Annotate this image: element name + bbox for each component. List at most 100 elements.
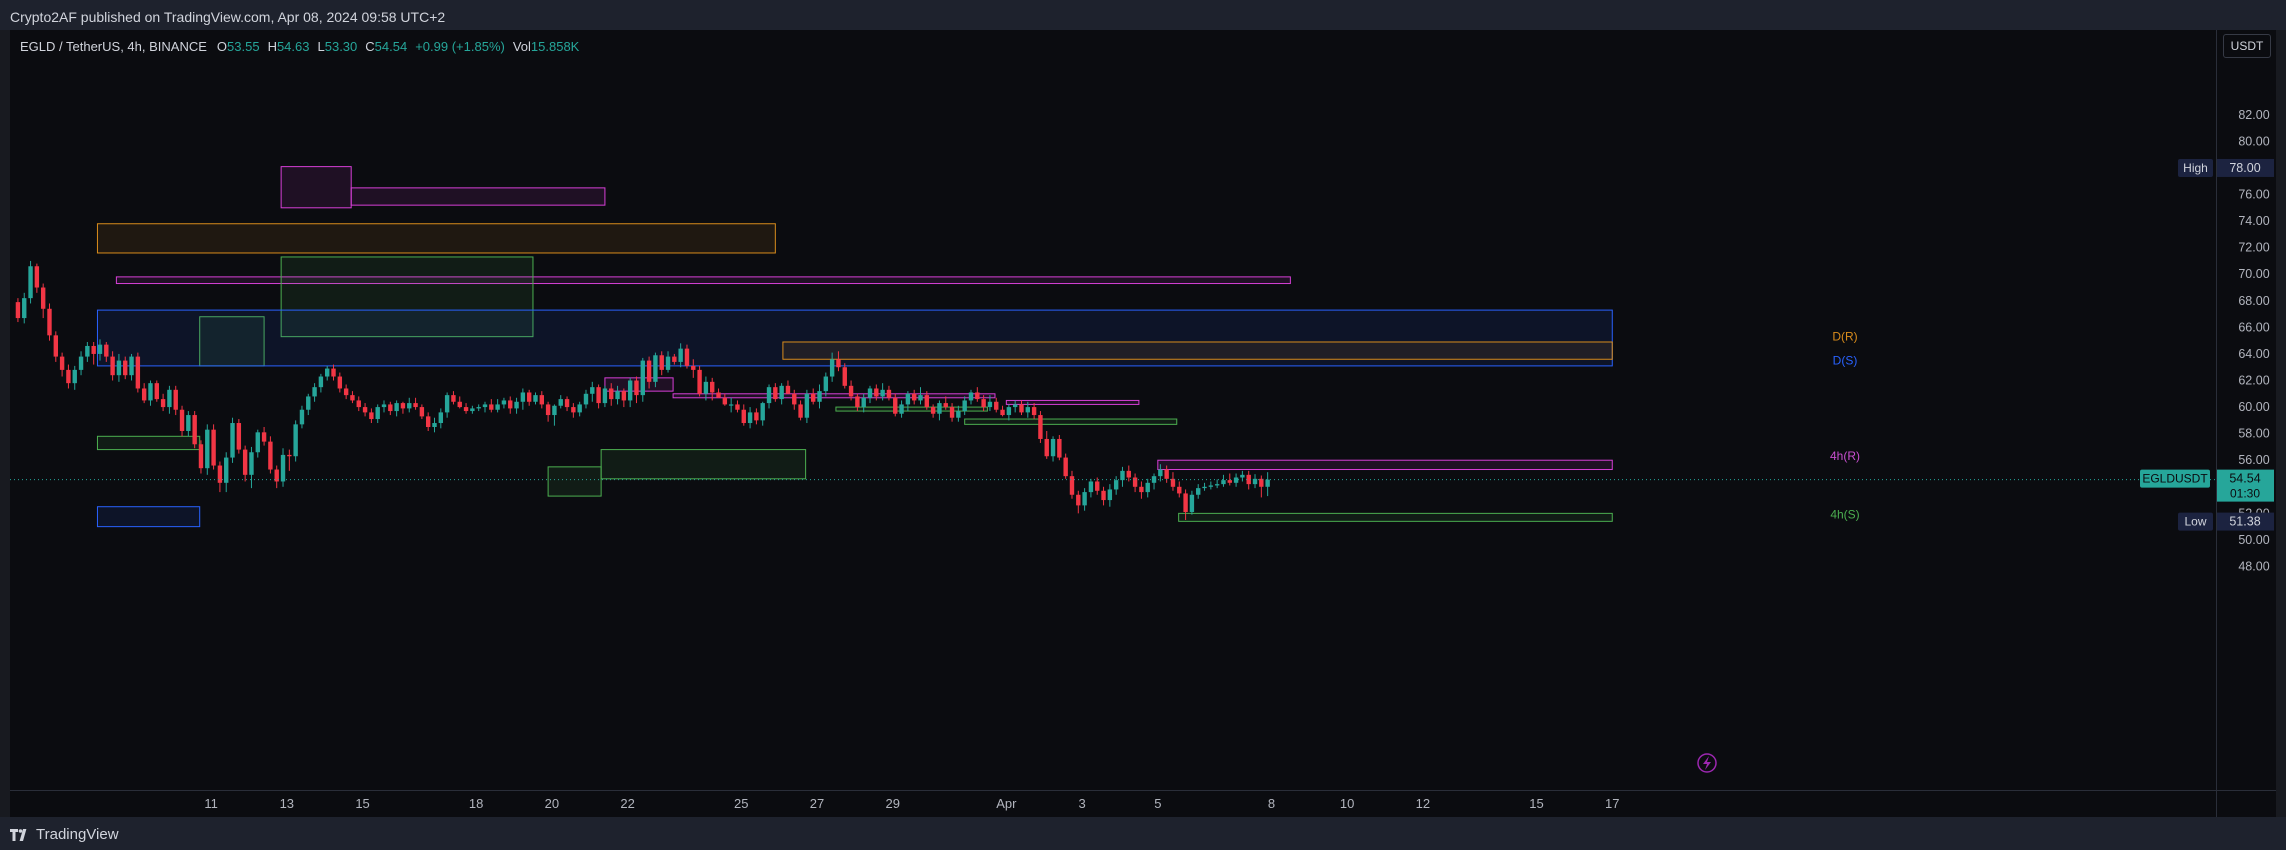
y-tick-label: 48.00 <box>2238 560 2269 574</box>
candle <box>255 429 260 458</box>
candle <box>444 392 450 418</box>
candle <box>621 388 627 408</box>
candle <box>312 383 317 402</box>
low-marker-value: 51.38 <box>2229 515 2260 529</box>
footer-bar: TradingView <box>0 817 2286 850</box>
support-zone <box>835 406 988 412</box>
candle <box>735 400 740 413</box>
candle-body <box>350 395 355 401</box>
chart-panel[interactable]: D(R) D(S) 4h(R) 4h(S) 48.0050.0052.0054.005… <box>10 30 2276 817</box>
resistance-zone <box>280 166 352 209</box>
candle-body <box>1221 480 1226 485</box>
candle-body <box>407 403 412 409</box>
candle-body <box>949 407 955 418</box>
brand-name: TradingView <box>36 826 119 843</box>
candle <box>1076 490 1081 514</box>
candlestick-chart[interactable]: D(R) D(S) 4h(R) 4h(S) 48.0050.0052.0054.005… <box>10 30 2276 817</box>
currency-button[interactable]: USDT <box>2223 34 2271 58</box>
candle <box>104 341 109 362</box>
y-tick-label: 62.00 <box>2238 374 2269 388</box>
candle <box>905 391 911 412</box>
candle-body <box>899 404 904 414</box>
symbol-title[interactable]: EGLD / TetherUS, 4h, BINANCE <box>20 39 207 54</box>
candle-body <box>691 365 696 370</box>
x-tick-label: 5 <box>1154 796 1161 811</box>
candle-body <box>394 403 399 412</box>
candle-body <box>192 415 197 445</box>
support-zone <box>1178 512 1613 522</box>
candle-body <box>205 429 210 469</box>
candle-body <box>564 399 570 408</box>
candle <box>1082 488 1087 511</box>
open-value: 53.55 <box>227 39 260 54</box>
daily_resistance-zone <box>782 341 1613 360</box>
candle-body <box>558 399 563 406</box>
candle <box>937 400 942 421</box>
tradingview-logo[interactable]: TradingView <box>10 826 119 843</box>
close-value: 54.54 <box>374 39 408 54</box>
candle-body <box>760 403 765 421</box>
candle <box>678 343 683 368</box>
resistance-zone <box>115 276 1291 285</box>
candle <box>91 341 96 365</box>
x-tick-label: 25 <box>734 796 748 811</box>
candle <box>747 407 753 429</box>
candle <box>141 383 147 404</box>
bar-countdown: 01:30 <box>2230 487 2260 501</box>
candle <box>1044 430 1049 459</box>
candle <box>489 399 494 413</box>
candle-body <box>975 392 980 400</box>
candle-body <box>1126 470 1131 478</box>
candle <box>615 385 620 405</box>
close-label: C <box>365 39 375 54</box>
lightning-icon[interactable] <box>1697 753 1717 773</box>
candle <box>463 403 469 414</box>
candle <box>394 400 399 417</box>
candle <box>880 383 885 401</box>
candle-body <box>451 395 456 402</box>
candle <box>413 397 418 410</box>
candle <box>1012 400 1018 413</box>
candle-body <box>640 360 645 396</box>
candle-body <box>1038 415 1043 439</box>
candle <box>609 383 614 406</box>
candle-body <box>337 376 343 389</box>
candle-body <box>754 412 759 421</box>
candle <box>1145 478 1150 498</box>
candle <box>855 393 860 412</box>
candle-body <box>710 381 715 393</box>
candle-body <box>526 392 532 402</box>
candle <box>583 389 589 409</box>
candle-body <box>728 404 734 406</box>
candle-body <box>198 444 204 469</box>
candle-body <box>40 287 46 309</box>
candle-body <box>432 423 437 428</box>
candle <box>943 396 948 410</box>
candle <box>318 373 324 393</box>
high-marker-value: 78.00 <box>2229 161 2260 175</box>
x-tick-label: 27 <box>810 796 824 811</box>
candle <box>918 387 923 405</box>
candle <box>400 401 406 414</box>
candle-body <box>766 387 772 404</box>
candle <box>268 436 273 474</box>
candle-body <box>356 400 361 408</box>
candle <box>1095 477 1100 495</box>
axes-layer: 48.0050.0052.0054.0056.0058.0060.0062.00… <box>10 30 2276 817</box>
candle <box>1170 472 1176 491</box>
candle <box>274 465 279 489</box>
candle-body <box>583 393 589 405</box>
candle-body <box>1012 404 1018 408</box>
candle <box>72 365 77 390</box>
low-value: 53.30 <box>324 39 358 54</box>
candle-body <box>678 348 683 362</box>
candle <box>539 391 545 409</box>
high-label: H <box>267 39 277 54</box>
candle-body <box>293 424 298 457</box>
candle-body <box>1057 438 1062 458</box>
candle-body <box>703 381 709 394</box>
candle <box>205 424 210 475</box>
candle-body <box>918 395 923 401</box>
candle-body <box>495 404 500 410</box>
candle-body <box>545 404 551 416</box>
